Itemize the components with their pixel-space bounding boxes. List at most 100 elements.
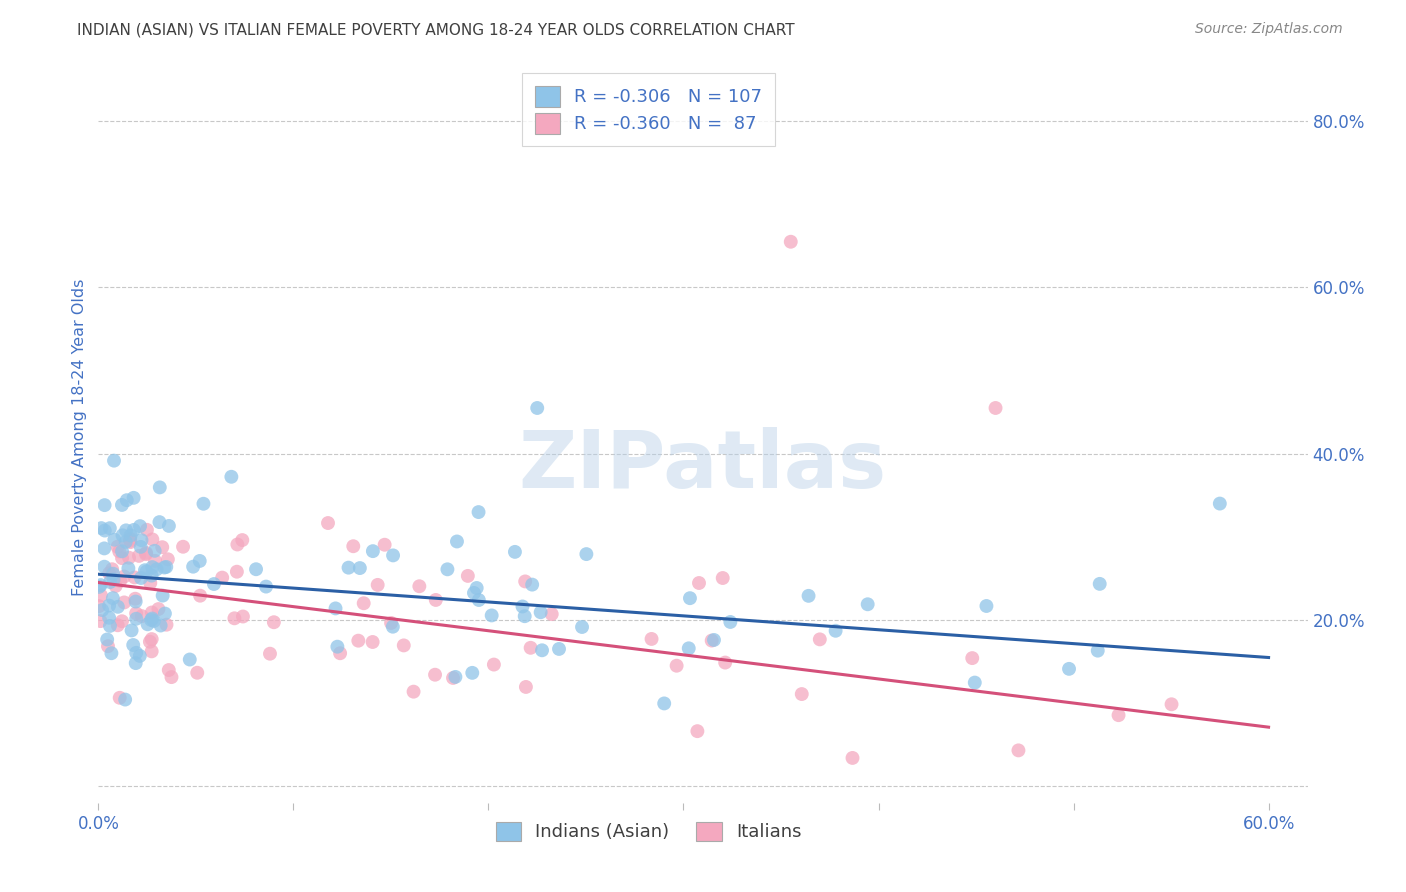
Point [136,617,159,632]
Point [467,505,489,519]
Point [135,546,157,560]
Point [540,607,562,621]
Point [120,532,142,546]
Point [87,599,110,614]
Point [104,579,127,593]
Point [90,589,112,603]
Point [575,547,598,561]
Point [115,524,138,538]
Point [108,574,131,588]
Point [436,562,458,576]
Point [107,618,129,632]
Point [337,560,360,574]
Point [98,521,121,535]
Point [128,549,150,563]
Point [976,599,998,613]
Point [423,667,446,681]
Point [107,599,129,614]
Point [111,498,134,512]
Point [124,591,146,606]
Point [224,611,246,625]
Point [120,528,142,542]
Point [143,543,166,558]
Point [98,619,121,633]
Point [97,639,120,653]
Point [640,632,662,646]
Point [155,617,177,632]
Point [326,640,349,654]
Point [101,566,124,581]
Point [145,562,167,576]
Point [129,571,152,585]
Point [797,589,820,603]
Point [188,589,211,603]
Point [125,607,148,621]
Point [122,638,145,652]
Point [193,497,215,511]
Point [100,646,122,660]
Point [118,533,141,548]
Point [361,635,384,649]
Point [125,612,148,626]
Point [124,570,146,584]
Point [468,593,491,607]
Point [112,569,135,583]
Point [111,551,134,566]
Point [688,576,710,591]
Point [107,540,129,554]
Point [120,535,142,549]
Point [225,565,247,579]
Point [353,596,375,610]
Point [259,647,281,661]
Point [141,644,163,658]
Point [93,498,115,512]
Point [139,576,162,591]
Point [112,595,135,609]
Point [530,605,553,619]
Point [94,524,117,538]
Text: ZIPatlas: ZIPatlas [519,427,887,506]
Point [90,578,112,592]
Point [114,535,136,549]
Point [156,552,179,566]
Point [856,597,879,611]
Point [402,684,425,698]
Point [153,560,176,574]
Point [122,523,145,537]
Point [103,533,125,547]
Point [463,586,485,600]
Point [718,615,741,629]
Point [129,540,152,554]
Point [408,579,430,593]
Point [441,671,464,685]
Point [1088,577,1111,591]
Point [686,724,709,739]
Point [98,611,121,625]
Point [790,687,813,701]
Point [148,515,170,529]
Point [482,657,505,672]
Point [700,633,723,648]
Point [962,651,984,665]
Point [141,568,163,582]
Point [111,614,134,628]
Point [512,599,534,614]
Point [141,533,163,547]
Point [221,470,243,484]
Point [125,646,148,660]
Point [188,554,211,568]
Point [128,648,150,663]
Point [108,544,131,558]
Point [1057,662,1080,676]
Point [93,541,115,556]
Point [263,615,285,630]
Point [108,690,131,705]
Point [211,571,233,585]
Point [531,643,554,657]
Point [117,561,139,575]
Text: INDIAN (ASIAN) VS ITALIAN FEMALE POVERTY AMONG 18-24 YEAR OLDS CORRELATION CHART: INDIAN (ASIAN) VS ITALIAN FEMALE POVERTY… [77,22,794,37]
Point [131,609,153,624]
Point [513,609,536,624]
Point [380,615,402,630]
Point [135,523,157,537]
